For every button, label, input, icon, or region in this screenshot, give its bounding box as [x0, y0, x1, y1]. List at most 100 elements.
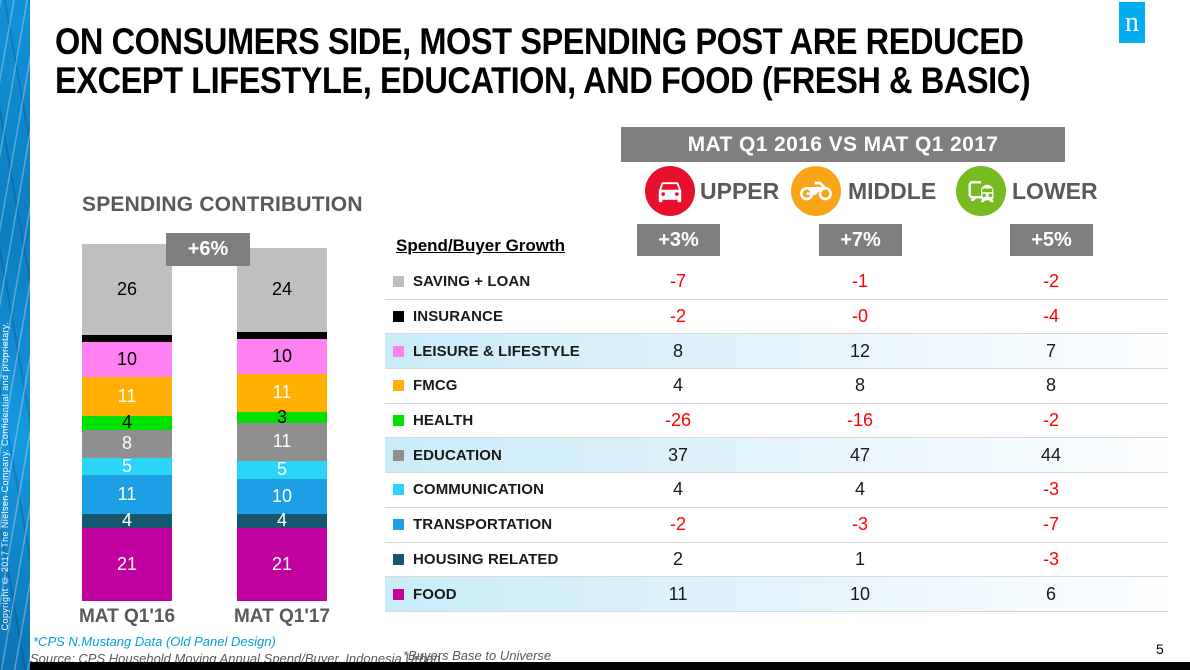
table-row-health: HEALTH -26 -16 -2: [385, 403, 1168, 439]
growth-value-middle: 10: [849, 583, 871, 604]
middle-class-badge: [791, 166, 841, 216]
table-row-education: EDUCATION 37 47 44: [385, 438, 1168, 474]
category-label: FOOD: [413, 585, 457, 603]
growth-value-lower: -4: [1042, 306, 1059, 327]
table-row-saving-loan: SAVING + LOAN -7 -1 -2: [385, 265, 1168, 300]
growth-value-upper: -2: [669, 514, 686, 535]
copyright-text: Copyright © 2017 The Nielsen Company. Co…: [0, 321, 10, 630]
growth-value-upper: -7: [669, 271, 686, 292]
table-row-communication: COMMUNICATION 4 4 -3: [385, 473, 1168, 508]
bar-segment: 26: [82, 244, 172, 335]
table-row-housing-related: HOUSING RELATED 2 1 -3: [385, 542, 1168, 578]
bar-segment: 11: [82, 377, 172, 416]
lower-growth-badge: +5%: [1010, 224, 1093, 256]
growth-value-lower: 6: [1045, 583, 1056, 604]
left-brand-strip: Copyright © 2017 The Nielsen Company. Co…: [0, 0, 30, 670]
category-label: COMMUNICATION: [413, 481, 545, 499]
bar-segment: 5: [237, 459, 327, 479]
legend-swatch: [393, 449, 404, 461]
bar-segment: 11: [237, 422, 327, 461]
legend-swatch: [393, 380, 404, 392]
bar-segment: 4: [237, 510, 327, 530]
category-label: FMCG: [413, 377, 458, 395]
growth-value-lower: 44: [1040, 444, 1062, 465]
growth-value-lower: -3: [1042, 548, 1059, 569]
nielsen-logo: n: [1119, 2, 1145, 43]
page-title-line1: ON CONSUMERS SIDE, MOST SPENDING POST AR…: [55, 21, 1024, 62]
bar-segment: 10: [82, 342, 172, 377]
growth-value-lower: -3: [1042, 479, 1059, 500]
growth-value-middle: 1: [854, 548, 865, 569]
nielsen-logo-letter: n: [1125, 6, 1139, 38]
upper-class-badge: [645, 166, 695, 216]
bar-category-label: MAT Q1'16: [78, 606, 176, 627]
table-row-food: FOOD 11 10 6: [385, 577, 1168, 612]
growth-value-upper: 37: [667, 444, 689, 465]
legend-swatch: [393, 519, 404, 531]
category-label: HOUSING RELATED: [413, 550, 559, 568]
growth-value-lower: -2: [1042, 410, 1059, 431]
spend-buyer-growth-header: Spend/Buyer Growth: [396, 236, 566, 255]
bar-segment: [237, 331, 327, 339]
growth-value-upper: -2: [669, 306, 686, 327]
motorcycle-icon: [800, 175, 832, 207]
growth-value-middle: 12: [849, 340, 871, 361]
page-title: ON CONSUMERS SIDE, MOST SPENDING POST AR…: [55, 22, 1146, 100]
bar-segment: 4: [82, 412, 172, 432]
growth-value-upper: 11: [668, 583, 688, 604]
category-label: HEALTH: [413, 412, 474, 430]
legend-swatch: [393, 415, 404, 427]
page-title-line2: EXCEPT LIFESTYLE, EDUCATION, AND FOOD (F…: [55, 60, 1031, 101]
growth-value-lower: 7: [1045, 340, 1056, 361]
category-label: EDUCATION: [413, 446, 502, 464]
bottom-bar: [30, 662, 1190, 670]
bar-segment: 3: [237, 407, 327, 427]
bar-segment: 11: [82, 475, 172, 514]
bar-segment: 8: [82, 429, 172, 458]
growth-table: SAVING + LOAN -7 -1 -2 INSURANCE -2 -0 -4 LEISUR…: [385, 265, 1168, 612]
category-label: INSURANCE: [413, 308, 504, 326]
stacked-bar: 26 10 11 4 8 5 11 4 21: [82, 244, 172, 601]
vehicles-icon: [966, 176, 996, 206]
growth-value-middle: -3: [851, 514, 868, 535]
legend-swatch: [393, 345, 404, 357]
legend-swatch: [393, 553, 404, 565]
table-row-fmcg: FMCG 4 8 8: [385, 369, 1168, 404]
legend-swatch: [393, 484, 404, 496]
bar-segment: 5: [82, 456, 172, 476]
legend-swatch: [393, 588, 404, 600]
total-growth-badge: +6%: [166, 233, 250, 266]
table-row-leisure-lifestyle: LEISURE & LIFESTYLE 8 12 7: [385, 334, 1168, 370]
growth-value-lower: 8: [1045, 375, 1056, 396]
growth-value-lower: -7: [1042, 514, 1059, 535]
page-number: 5: [1156, 641, 1164, 657]
growth-value-middle: -1: [851, 271, 868, 292]
growth-value-upper: 2: [672, 548, 683, 569]
upper-class-label: UPPER: [700, 178, 780, 204]
category-label: LEISURE & LIFESTYLE: [413, 342, 580, 360]
category-label: TRANSPORTATION: [413, 516, 553, 534]
legend-swatch: [393, 276, 404, 288]
lower-class-badge: [956, 166, 1006, 216]
growth-value-middle: 47: [849, 444, 871, 465]
category-label: SAVING + LOAN: [413, 273, 531, 291]
chart-title: SPENDING CONTRIBUTION: [82, 193, 363, 216]
growth-value-middle: 8: [854, 375, 865, 396]
growth-value-upper: -26: [664, 410, 691, 431]
bar-segment: 21: [82, 527, 172, 601]
table-row-transportation: TRANSPORTATION -2 -3 -7: [385, 507, 1168, 543]
middle-growth-badge: +7%: [819, 224, 902, 256]
bar-segment: [82, 335, 172, 342]
upper-growth-badge: +3%: [637, 224, 720, 256]
growth-value-middle: -0: [851, 306, 868, 327]
growth-value-middle: -16: [846, 410, 873, 431]
bar-segment: 10: [237, 478, 327, 514]
comparison-header: MAT Q1 2016 VS MAT Q1 2017: [621, 127, 1065, 162]
growth-value-upper: 4: [672, 479, 683, 500]
bar-segment: 24: [237, 247, 327, 332]
bar-segment: 21: [237, 527, 327, 601]
legend-swatch: [393, 311, 404, 323]
bar-segment: 11: [237, 373, 327, 412]
stacked-bar: 24 10 11 3 11 5 10 4 21: [237, 247, 327, 601]
